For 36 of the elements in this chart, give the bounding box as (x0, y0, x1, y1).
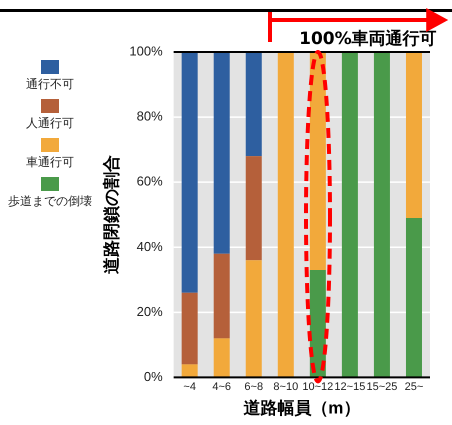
bar (214, 254, 230, 338)
bar (406, 52, 422, 218)
legend-label: 歩道までの倒壊 (7, 194, 93, 208)
bar (310, 52, 326, 270)
y-tick-label: 60% (136, 174, 164, 189)
x-tick-label: 8~10 (273, 381, 298, 394)
bar (214, 52, 230, 254)
text: 100%車両通行可 (299, 28, 437, 49)
bar (182, 292, 198, 364)
legend-label: 人通行可 (25, 116, 75, 130)
bar (182, 52, 198, 293)
legend-label: 通行不可 (25, 77, 75, 91)
x-tick-label: 10~12 (302, 381, 334, 394)
x-tick-label: 15~25 (366, 381, 398, 394)
bar (246, 260, 262, 378)
x-tick-label: 25~ (404, 381, 424, 394)
legend-label: 車通行可 (25, 155, 75, 169)
y-tick-label: 40% (136, 238, 164, 254)
bar (182, 364, 198, 378)
y-tick-label: 100% (129, 44, 164, 59)
y-tick-label: 0% (144, 368, 164, 384)
bar (374, 52, 390, 378)
y-axis-title: 道路閉鎖の割合 (102, 155, 121, 274)
y-tick-label: 80% (136, 108, 164, 124)
bar (214, 338, 230, 378)
x-axis-title: 道路幅員（m） (243, 398, 360, 418)
y-tick-label: 20% (136, 304, 164, 319)
bar (342, 52, 358, 378)
bar (246, 52, 262, 156)
x-tick-label: 6~8 (244, 381, 264, 394)
bar (406, 218, 422, 378)
x-tick-label: 12~15 (334, 381, 366, 394)
x-tick-label: 4~6 (212, 381, 232, 394)
bar (246, 156, 262, 260)
bar (278, 52, 294, 378)
x-tick-label: ~4 (183, 381, 196, 394)
